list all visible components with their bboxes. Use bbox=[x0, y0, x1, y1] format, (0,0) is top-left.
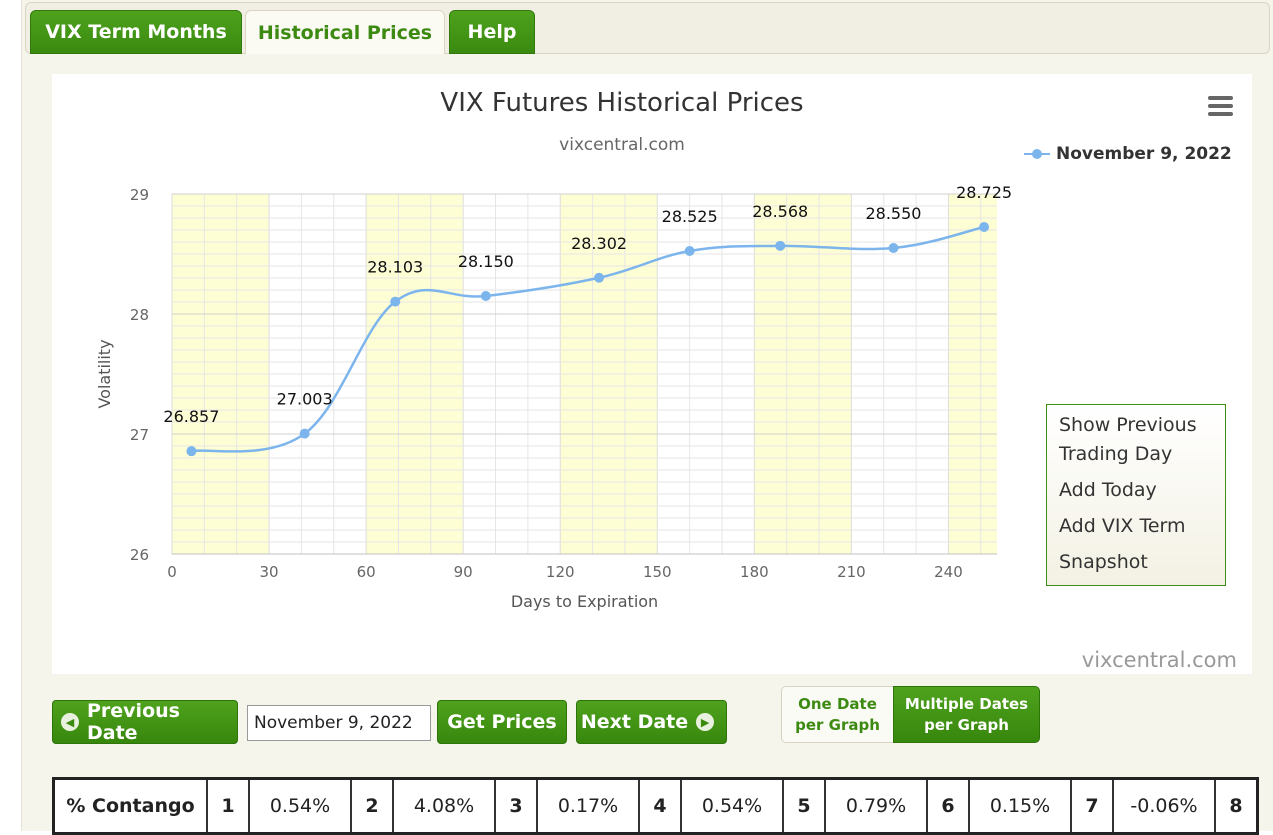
x-tick-label: 120 bbox=[546, 563, 575, 581]
previous-date-label: Previous Date bbox=[86, 700, 180, 744]
arrow-right-icon: ▶ bbox=[696, 713, 715, 731]
month-cell: 2 bbox=[350, 777, 394, 835]
contango-value-cell: 0.54% bbox=[248, 777, 352, 835]
data-point bbox=[888, 243, 899, 253]
x-tick-label: 90 bbox=[454, 563, 473, 581]
chart-svg: 0 30 60 90 120 150 180 210 240 26 27 28 29 Days to Ex… bbox=[95, 183, 1012, 611]
menu-snapshot[interactable]: Snapshot bbox=[1059, 551, 1148, 573]
x-tick-label: 60 bbox=[357, 563, 376, 581]
data-label: 26.857 bbox=[163, 407, 219, 426]
y-tick-label: 29 bbox=[130, 186, 149, 204]
month-cell: 4 bbox=[638, 777, 682, 835]
previous-date-button[interactable]: ◀ Previous Date bbox=[52, 700, 238, 744]
table-row: % Contango 1 0.54% 2 4.08% 3 0.17% 4 0.5… bbox=[52, 777, 1259, 835]
tab-vix-term-months[interactable]: VIX Term Months bbox=[30, 10, 242, 54]
date-input[interactable] bbox=[247, 705, 431, 741]
tab-bar: VIX Term Months Historical Prices Help bbox=[25, 2, 1270, 54]
get-prices-label: Get Prices bbox=[447, 711, 557, 733]
x-tick-label: 30 bbox=[260, 563, 279, 581]
x-tick-label: 210 bbox=[837, 563, 866, 581]
data-label: 28.103 bbox=[367, 258, 423, 277]
month-cell: 8 bbox=[1214, 777, 1259, 835]
data-point bbox=[594, 272, 605, 283]
one-date-per-graph-toggle[interactable]: One Date per Graph bbox=[781, 686, 894, 743]
chart-title: VIX Futures Historical Prices bbox=[440, 88, 804, 118]
x-tick-label: 0 bbox=[167, 563, 177, 581]
chart-menu-icon[interactable] bbox=[1208, 96, 1233, 116]
contango-header: % Contango bbox=[52, 777, 208, 835]
legend-label: November 9, 2022 bbox=[1056, 144, 1232, 164]
data-label: 28.725 bbox=[956, 183, 1012, 202]
multiple-dates-label: Multiple Dates per Graph bbox=[904, 694, 1029, 734]
x-tick-label: 180 bbox=[740, 563, 769, 581]
tab-help[interactable]: Help bbox=[449, 10, 535, 54]
y-axis-title: Volatility bbox=[95, 339, 114, 408]
data-point bbox=[186, 446, 197, 457]
x-tick-label: 240 bbox=[934, 563, 963, 581]
get-prices-button[interactable]: Get Prices bbox=[437, 700, 567, 744]
next-date-button[interactable]: Next Date ▶ bbox=[576, 700, 727, 744]
month-cell: 6 bbox=[926, 777, 970, 835]
data-label: 28.525 bbox=[662, 207, 718, 226]
data-point bbox=[299, 428, 310, 439]
data-point bbox=[390, 296, 401, 307]
multiple-dates-per-graph-toggle[interactable]: Multiple Dates per Graph bbox=[893, 686, 1040, 743]
contango-value-cell: 0.79% bbox=[824, 777, 928, 835]
data-label: 28.302 bbox=[571, 234, 627, 253]
contango-table: % Contango 1 0.54% 2 4.08% 3 0.17% 4 0.5… bbox=[52, 777, 1259, 835]
x-tick-label: 150 bbox=[643, 563, 672, 581]
legend-marker-icon bbox=[1024, 149, 1050, 159]
x-axis-title: Days to Expiration bbox=[511, 592, 658, 611]
month-cell: 1 bbox=[206, 777, 250, 835]
next-date-label: Next Date bbox=[580, 711, 689, 733]
menu-show-previous-trading-day[interactable]: Show Previous Trading Day bbox=[1059, 414, 1197, 465]
y-tick-label: 27 bbox=[130, 426, 149, 444]
data-label: 28.568 bbox=[752, 202, 808, 221]
chart-legend[interactable]: November 9, 2022 bbox=[1024, 144, 1232, 164]
data-label: 27.003 bbox=[277, 390, 333, 409]
chart-context-menu: Show Previous Trading Day Add Today Add … bbox=[1046, 404, 1226, 586]
menu-add-vix-term[interactable]: Add VIX Term bbox=[1059, 515, 1186, 537]
month-cell: 3 bbox=[494, 777, 538, 835]
data-label: 28.150 bbox=[458, 252, 514, 271]
month-cell: 5 bbox=[782, 777, 826, 835]
chart-panel: 0 30 60 90 120 150 180 210 240 26 27 28 29 Days to Ex… bbox=[52, 74, 1252, 674]
series-line bbox=[191, 225, 985, 453]
menu-add-today[interactable]: Add Today bbox=[1059, 479, 1157, 501]
chart-credit[interactable]: vixcentral.com bbox=[1081, 648, 1237, 672]
month-cell: 7 bbox=[1070, 777, 1114, 835]
one-date-label: One Date per Graph bbox=[795, 694, 880, 734]
tab-historical-prices[interactable]: Historical Prices bbox=[245, 10, 445, 54]
chart-subtitle: vixcentral.com bbox=[559, 135, 685, 155]
data-point bbox=[775, 240, 786, 251]
y-tick-label: 26 bbox=[130, 546, 149, 564]
data-label: 28.550 bbox=[865, 204, 921, 223]
data-point bbox=[979, 222, 990, 232]
contango-value-cell: 4.08% bbox=[392, 777, 496, 835]
data-point bbox=[480, 291, 491, 301]
contango-value-cell: -0.06% bbox=[1112, 777, 1216, 835]
contango-value-cell: 0.15% bbox=[968, 777, 1072, 835]
y-tick-label: 28 bbox=[130, 306, 149, 324]
contango-value-cell: 0.17% bbox=[536, 777, 640, 835]
data-point bbox=[684, 246, 695, 256]
contango-value-cell: 0.54% bbox=[680, 777, 784, 835]
arrow-left-icon: ◀ bbox=[61, 713, 79, 731]
